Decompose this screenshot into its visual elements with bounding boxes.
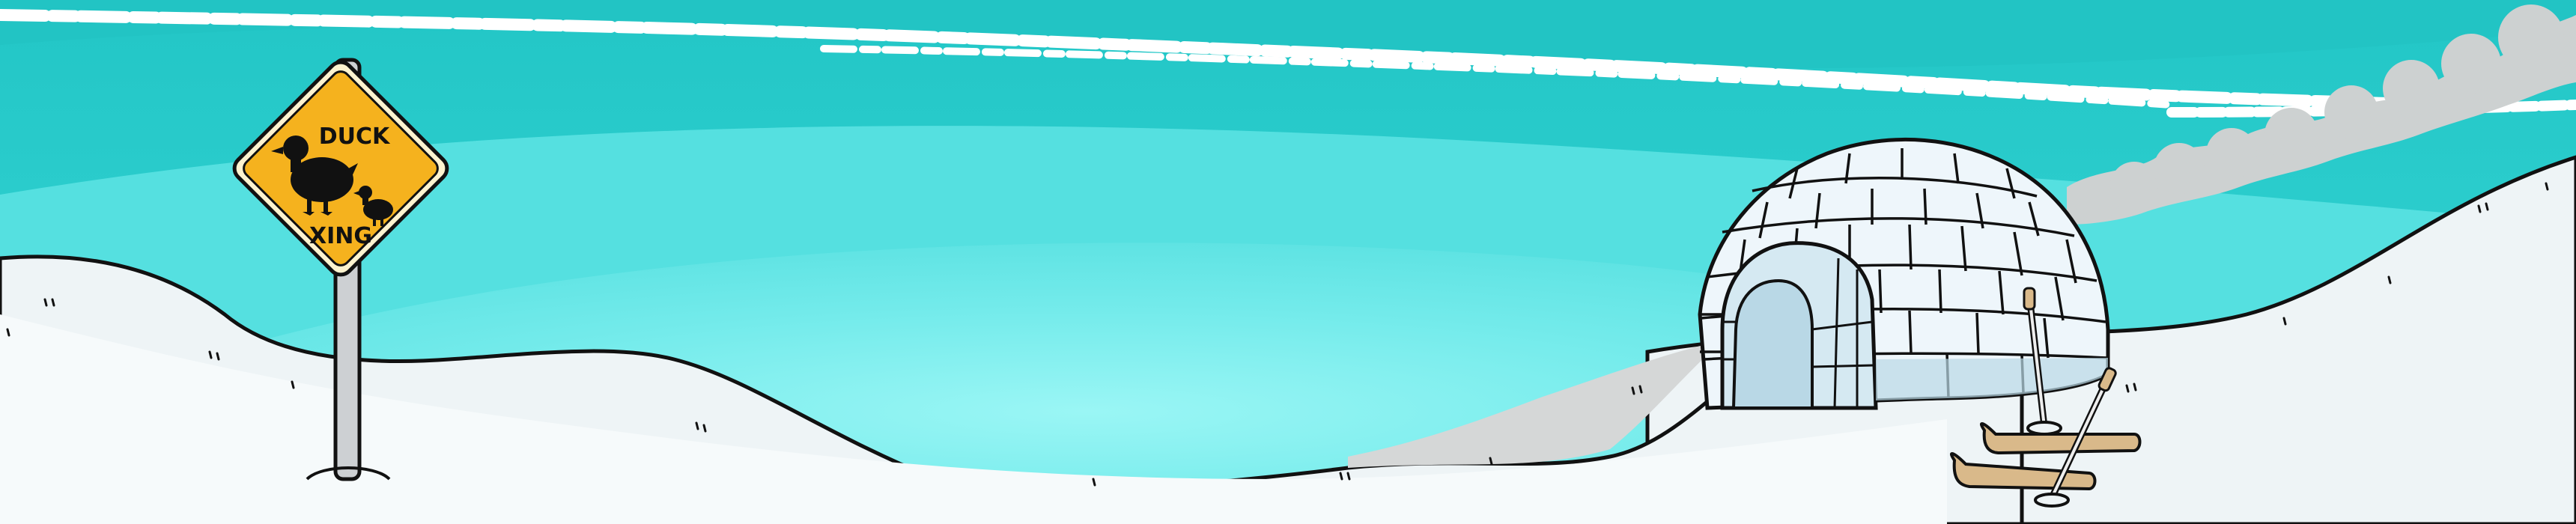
duck-crossing-icon [271,135,393,226]
snow-ticks [6,182,2549,487]
smoke-puff [2383,60,2440,117]
ski-pole-basket [2034,493,2070,508]
cloud-streak-1 [0,9,2440,111]
snow-highlight [0,314,1947,524]
smoke-puff [2498,4,2564,70]
igloo-doorway [1731,278,1814,409]
igloo-shade [1876,358,2108,400]
snow-shadow [1348,341,1722,468]
igloo-entrance-blocks [1722,258,1874,409]
ski-pole-grip [2023,287,2036,311]
cloud-streak-2 [820,45,2175,109]
smoke-puff [2206,128,2257,179]
smoke-puff [2324,85,2378,139]
smoke-puff [2074,176,2119,221]
smoke-puff [2110,162,2158,210]
ski-gear [1950,287,2142,508]
ski-pole-basket [2026,421,2062,436]
smoke-puff [2154,143,2205,194]
smoke-puff [2264,108,2318,162]
smoke-puff [2441,34,2501,94]
sign-snow-mound [306,466,391,481]
sky-band-top [0,0,2576,69]
ski-back [1980,422,2142,455]
smoke-plume [2067,4,2576,225]
igloo [1698,137,2110,410]
sign-line2: XING [309,223,372,249]
sign-line1: DUCK [319,124,391,150]
duck-crossing-sign: DUCK XING [232,58,449,481]
ski-pole-grip [2097,367,2117,392]
